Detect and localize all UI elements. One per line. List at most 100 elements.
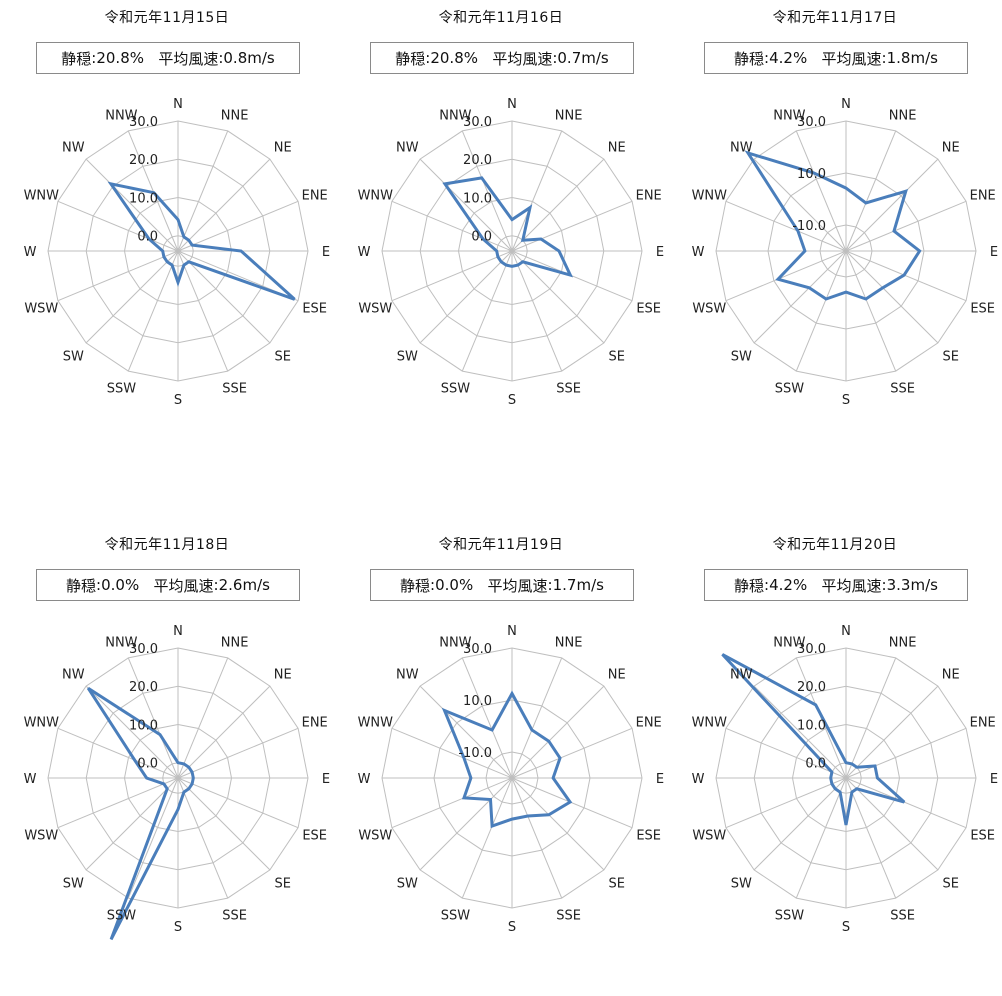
direction-label: ENE (970, 715, 996, 730)
direction-label: SW (63, 877, 84, 892)
chart-title: 令和元年11月19日 (438, 537, 564, 553)
direction-label: SE (608, 877, 624, 892)
direction-label: NNW (773, 108, 805, 123)
axis-spoke (725, 250, 847, 302)
calm-value: 20.8% (430, 49, 478, 67)
tick-label: 0.0 (137, 230, 158, 245)
axis-spoke (177, 657, 229, 779)
axis-spoke (461, 657, 513, 779)
wind-rose-panel: 令和元年11月17日 静穏:4.2% 平均風速:1.8m/s N NNE NE ENE… (668, 0, 1002, 469)
direction-label: NE (942, 667, 960, 682)
colon: : (96, 576, 102, 594)
wind-rose-chart: N NNE NE ENE E ESE SE SSE S SSW SW WSW W WNW NW NNW -10.… (358, 624, 665, 935)
direction-label: SE (274, 877, 290, 892)
series-line (86, 686, 195, 941)
direction-label: ESE (970, 829, 995, 844)
wind-rose-panel: 令和元年11月19日 静穏:0.0% 平均風速:1.7m/s N NNE NE ENE… (334, 527, 668, 996)
direction-label: WNW (692, 715, 728, 730)
tick-label: 30.0 (129, 642, 158, 657)
direction-label: WSW (692, 829, 726, 844)
axis-spoke (391, 200, 513, 252)
chart-title: 令和元年11月20日 (772, 537, 898, 553)
axis-spoke (845, 777, 939, 871)
direction-label: SSW (107, 909, 137, 924)
axis-spoke (845, 158, 939, 252)
direction-label: SW (731, 877, 752, 892)
wind-rose-panel: 令和元年11月15日 静穏:20.8% 平均風速:0.8m/s N NNE NE EN… (0, 0, 334, 469)
direction-label: SSW (775, 909, 805, 924)
axis-spoke (419, 777, 513, 871)
direction-label: N (841, 624, 851, 639)
colon: : (91, 49, 97, 67)
calm-label: 静穏 (395, 49, 426, 68)
direction-label: S (174, 393, 182, 408)
stats-box: 静穏:4.2% 平均風速:3.3m/s (704, 569, 968, 601)
colon: : (547, 576, 553, 594)
axis-spoke (177, 685, 271, 779)
direction-label: NW (396, 667, 419, 682)
direction-label: W (692, 772, 705, 787)
direction-label: ESE (636, 829, 661, 844)
direction-label: SSE (556, 909, 581, 924)
wind-rose-chart: N NNE NE ENE E ESE SE SSE S SSW SW WSW W WNW NW NNW 0.0 1… (358, 97, 665, 408)
tick-label: 0.0 (137, 757, 158, 772)
axis-spoke (511, 727, 633, 779)
axis-spoke (845, 130, 897, 252)
colon: : (552, 49, 558, 67)
axis-spoke (177, 727, 299, 779)
direction-label: NE (274, 140, 292, 155)
axis-spoke (845, 250, 897, 372)
direction-label: SE (942, 877, 958, 892)
chart-title: 令和元年11月17日 (772, 10, 898, 26)
colon: : (764, 576, 770, 594)
axis-spoke (391, 250, 513, 302)
direction-label: NNW (773, 635, 805, 650)
tick-label: 0.0 (805, 757, 826, 772)
direction-label: SSW (107, 382, 137, 397)
avg-speed-value: 0.8m/s (223, 49, 275, 67)
axis-spoke (461, 130, 513, 252)
direction-label: ESE (302, 302, 327, 317)
direction-label: E (656, 245, 664, 260)
stats-box: 静穏:0.0% 平均風速:1.7m/s (370, 569, 634, 601)
chart-title: 令和元年11月15日 (104, 10, 230, 26)
axis-spoke (511, 777, 563, 899)
wind-rose-panel: 令和元年11月16日 静穏:20.8% 平均風速:0.7m/s N NNE NE EN… (334, 0, 668, 469)
tick-label: 30.0 (463, 642, 492, 657)
direction-label: ESE (636, 302, 661, 317)
axis-spoke (391, 727, 513, 779)
direction-label: N (507, 97, 517, 112)
tick-label: 10.0 (797, 719, 826, 734)
direction-label: WSW (24, 302, 58, 317)
direction-label: SSE (890, 382, 915, 397)
stats-box: 静穏:4.2% 平均風速:1.8m/s (704, 42, 968, 74)
wind-rose-panel: 令和元年11月20日 静穏:4.2% 平均風速:3.3m/s N NNE NE ENE… (668, 527, 1002, 996)
direction-label: W (692, 245, 705, 260)
direction-label: N (173, 97, 183, 112)
series-line (107, 181, 296, 301)
axis-spoke (753, 158, 847, 252)
direction-label: SE (608, 350, 624, 365)
axis-spoke (511, 777, 605, 871)
avg-speed-label: 平均風速 (487, 576, 548, 595)
calm-label: 静穏 (734, 49, 765, 68)
direction-label: NNE (555, 108, 583, 123)
series-line (744, 150, 922, 301)
axis-spoke (845, 777, 897, 899)
series-line (442, 176, 574, 278)
direction-label: E (322, 245, 330, 260)
direction-label: NNW (105, 635, 137, 650)
colon: : (218, 49, 224, 67)
direction-label: S (842, 920, 850, 935)
colon: : (764, 49, 770, 67)
tick-label: 20.0 (129, 680, 158, 695)
direction-label: N (507, 624, 517, 639)
tick-label: 10.0 (463, 192, 492, 207)
direction-label: WNW (692, 188, 728, 203)
direction-label: NE (608, 667, 626, 682)
axis-spoke (845, 200, 967, 252)
axis-spoke (795, 777, 847, 899)
direction-label: WSW (24, 829, 58, 844)
direction-label: E (990, 245, 998, 260)
direction-label: NNW (439, 108, 471, 123)
